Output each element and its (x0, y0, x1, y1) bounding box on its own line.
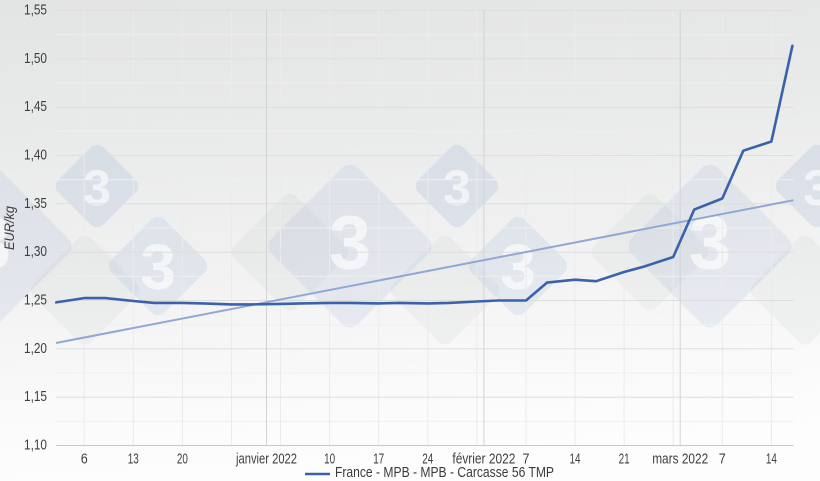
svg-text:14: 14 (766, 452, 777, 468)
svg-text:1,25: 1,25 (24, 293, 47, 309)
svg-text:20: 20 (177, 452, 188, 468)
svg-text:1,45: 1,45 (24, 99, 47, 115)
svg-text:mars 2022: mars 2022 (652, 452, 708, 468)
svg-text:24: 24 (422, 452, 433, 468)
svg-text:13: 13 (128, 452, 139, 468)
svg-text:1,20: 1,20 (24, 341, 47, 357)
svg-text:janvier 2022: janvier 2022 (235, 452, 297, 468)
svg-text:21: 21 (619, 452, 630, 468)
svg-text:1,30: 1,30 (24, 244, 47, 260)
svg-text:14: 14 (570, 452, 581, 468)
svg-text:EUR/kg: EUR/kg (1, 206, 17, 250)
svg-text:1,15: 1,15 (24, 389, 47, 405)
svg-text:3: 3 (140, 231, 176, 303)
svg-text:1,50: 1,50 (24, 51, 47, 67)
svg-text:6: 6 (81, 452, 88, 468)
svg-text:17: 17 (373, 452, 384, 468)
svg-text:février 2022: février 2022 (452, 452, 515, 468)
svg-text:3: 3 (689, 201, 731, 286)
svg-text:3: 3 (83, 160, 111, 216)
svg-text:1,10: 1,10 (24, 438, 47, 454)
svg-text:10: 10 (324, 452, 335, 468)
svg-text:3: 3 (803, 160, 820, 216)
svg-text:3: 3 (0, 201, 11, 286)
svg-text:3: 3 (500, 231, 536, 303)
svg-text:3: 3 (329, 201, 371, 286)
svg-text:7: 7 (523, 452, 530, 468)
svg-text:1,40: 1,40 (24, 148, 47, 164)
svg-text:3: 3 (443, 160, 471, 216)
svg-text:1,35: 1,35 (24, 196, 47, 212)
svg-text:1,55: 1,55 (24, 3, 47, 19)
svg-text:7: 7 (719, 452, 726, 468)
svg-text:France - MPB - MPB - Carcasse: France - MPB - MPB - Carcasse 56 TMP (335, 464, 554, 481)
